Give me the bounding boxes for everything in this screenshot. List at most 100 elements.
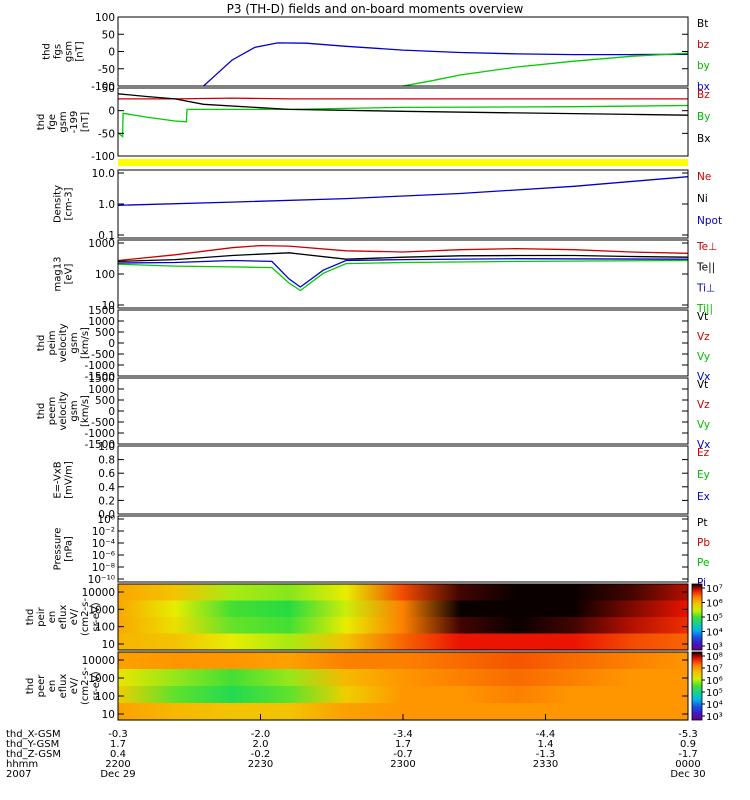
y-tick-label: 100 [95, 12, 115, 24]
panel-frame [117, 309, 689, 377]
y-tick-label: 10000 [82, 587, 115, 599]
legend-entry: Vt [697, 379, 708, 391]
legend-entry: by [697, 60, 710, 72]
legend-entry: Ey [697, 469, 710, 481]
y-tick-label: 10⁻¹⁰ [88, 574, 115, 586]
panel-evxb: 1.0 0.80.6 0.40.2 0.0 E=-VxB [mV/m] Ez Ey Ex [53, 441, 710, 521]
legend-entry: Ti⊥ [696, 282, 715, 294]
x-tick-label: Dec 30 [670, 769, 705, 780]
svg-text:fgs: fgs [53, 44, 64, 59]
svg-text:[nPa]: [nPa] [64, 536, 75, 562]
y-tick-label: -1000 [84, 360, 115, 372]
colorbar-tick-label: 10⁵ [706, 613, 723, 624]
x-tick-label: -0.7 [393, 749, 413, 760]
x-tick-label: 2.0 [253, 739, 269, 750]
svg-text:sr-eV): sr-eV) [91, 671, 102, 700]
legend-entry: Ne [697, 171, 711, 183]
y-tick-label: 10⁰ [97, 514, 115, 526]
svg-text:mag13: mag13 [53, 257, 64, 292]
svg-text:(cm2-s-: (cm2-s- [80, 598, 91, 636]
x-tick-label: 1.7 [110, 739, 126, 750]
legend-entry: Pt [697, 517, 707, 529]
y-tick-label: -500 [91, 417, 115, 429]
panel-frame [117, 377, 689, 445]
x-tick-label: -0.3 [108, 729, 128, 740]
y-tick-label: 10⁻⁴ [92, 538, 115, 550]
y-tick-label: -100 [91, 81, 115, 93]
svg-text:thd: thd [42, 43, 53, 60]
y-tick-label: 0.4 [98, 482, 115, 494]
y-tick-label: 500 [95, 327, 115, 339]
svg-text:en: en [47, 611, 58, 624]
y-axis-label: thd peer en eflux eV/(cm2-s-sr-eV) [25, 667, 102, 705]
y-tick-label: 10⁻² [92, 526, 115, 538]
y-tick-label: 500 [95, 395, 115, 407]
legend-entry: Vx [697, 371, 710, 383]
colorbar-tick-label: 10⁷ [706, 584, 723, 595]
spectrogram-band [118, 584, 688, 602]
y-axis-label: thd peir en eflux eV/(cm2-s-sr-eV) [25, 598, 102, 636]
legend-entry: Vy [697, 351, 710, 363]
chart-title: P3 (TH-D) fields and on-board moments ov… [227, 2, 524, 16]
legend-entry: Ex [697, 491, 710, 503]
x-tick-label: 1.4 [538, 739, 554, 750]
svg-text:E=-VxB: E=-VxB [53, 461, 64, 498]
x-tick-label: -2.0 [251, 729, 271, 740]
y-tick-label: 0 [108, 47, 115, 59]
legend-entry: Te⊥ [696, 241, 717, 253]
panel-frame [117, 515, 689, 583]
svg-text:Density: Density [53, 185, 64, 223]
y-tick-label: 1000 [88, 316, 115, 328]
y-tick-label: 10⁻⁶ [92, 550, 115, 562]
svg-text:thd: thd [36, 403, 47, 420]
svg-text:[km/s]: [km/s] [80, 327, 91, 359]
series-temp-Te [117, 252, 689, 263]
colorbar-tick-label: 10⁸ [706, 652, 723, 663]
series-fge-Bx [117, 93, 689, 116]
spectrogram-band [118, 617, 688, 635]
y-tick-label: -100 [91, 151, 115, 163]
legend-entry: Vy [697, 419, 710, 431]
panel-fge: 50 0 -50 -100 thd fge gsm -199 [nT] Bz By Bx [36, 83, 710, 163]
colorbar [691, 651, 703, 721]
y-tick-label: 10 [102, 639, 115, 651]
y-axis-label: Density [cm-3] [53, 185, 75, 223]
y-tick-label: 1500 [88, 305, 115, 317]
y-tick-label: 1000 [88, 673, 115, 685]
x-tick-label: 1.7 [395, 739, 411, 750]
x-tick-label: -1.3 [536, 749, 556, 760]
y-tick-label: 1000 [88, 384, 115, 396]
svg-text:[nT]: [nT] [75, 41, 86, 61]
svg-text:eV/: eV/ [69, 608, 80, 625]
y-tick-label: 50 [102, 83, 115, 95]
svg-text:peer: peer [36, 674, 47, 698]
svg-text:eflux: eflux [58, 605, 69, 630]
y-tick-label: 0.8 [98, 455, 115, 467]
series-temp-Te [117, 244, 689, 262]
legend-entry: Pe [697, 557, 709, 569]
series-temp-Ti [117, 258, 689, 288]
svg-text:eflux: eflux [58, 674, 69, 699]
y-tick-label: 0 [108, 406, 115, 418]
panel-frame [117, 169, 689, 239]
svg-text:-199: -199 [69, 111, 80, 134]
svg-text:thd: thd [25, 609, 36, 626]
quality-flag-bar [118, 159, 688, 166]
svg-text:gsm: gsm [64, 41, 75, 62]
legend-entry: By [697, 111, 710, 123]
y-tick-label: 100 [95, 269, 115, 281]
x-tick-label: -5.3 [678, 729, 698, 740]
series-fge-Bz [118, 97, 688, 100]
colorbar-tick-label: 10⁴ [706, 700, 723, 711]
colorbar-tick-label: 10⁵ [706, 688, 723, 699]
svg-text:peir: peir [36, 606, 47, 626]
y-tick-label: 0.0 [98, 509, 115, 521]
spectrogram-band [118, 652, 688, 670]
y-tick-label: -1000 [84, 428, 115, 440]
y-tick-label: -500 [91, 349, 115, 361]
legend-entry: Bt [697, 18, 708, 30]
y-tick-label: -50 [98, 64, 115, 76]
